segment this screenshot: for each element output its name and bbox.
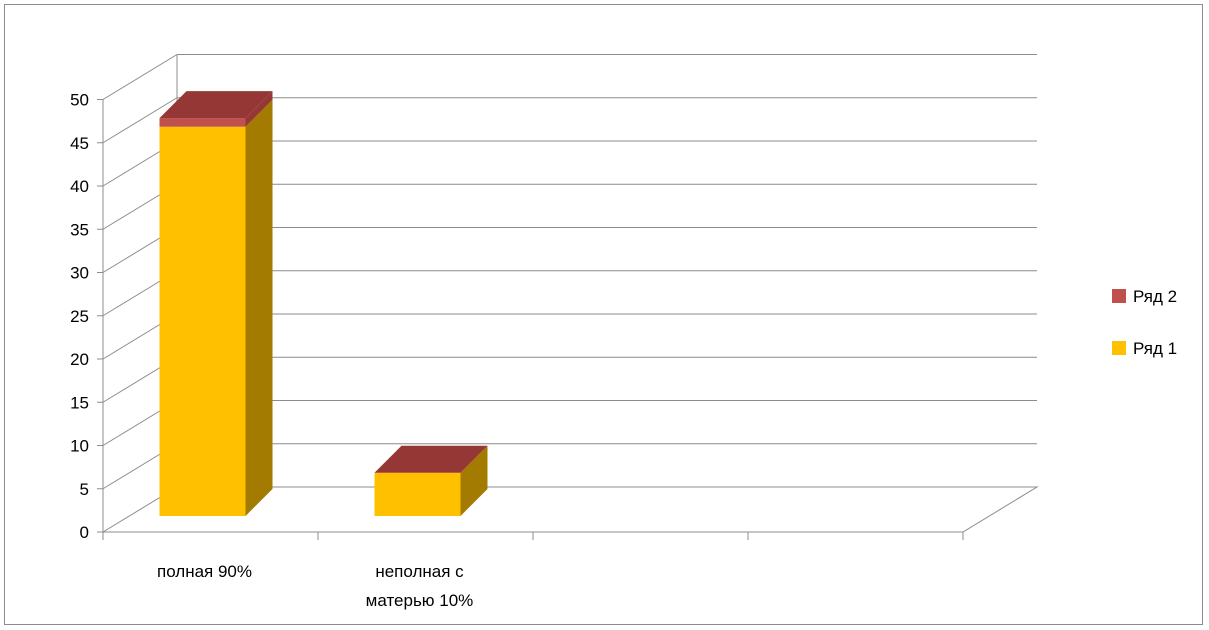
legend-swatch-1 [1112,341,1126,355]
y-tick-label-35: 35 [70,220,89,239]
y-tick-label-0: 0 [80,523,89,542]
chart-frame [4,4,1203,625]
x-category-label-0-0: полная 90% [157,562,252,581]
bar-ryad1-side-1 [460,445,488,516]
y-tick-label-5: 5 [80,480,89,499]
y-axis-ticks: 0 5 10 15 20 25 30 35 40 45 50 [70,91,103,542]
y-tick-label-45: 45 [70,134,89,153]
x-axis-labels: полная 90% неполная с матерью 10% [157,562,473,610]
y-tick-label-40: 40 [70,177,89,196]
chart-bars [159,91,488,516]
y-tick-label-50: 50 [70,91,89,110]
bar-ryad1-front-0 [159,126,246,516]
legend-label-0: Ряд 2 [1133,287,1177,306]
bar-ryad1-side-0 [245,99,273,516]
y-tick-label-20: 20 [70,350,89,369]
legend-swatch-0 [1112,289,1126,303]
x-category-label-1-1: матерью 10% [366,591,474,610]
y-tick-label-25: 25 [70,307,89,326]
y-tick-label-10: 10 [70,437,89,456]
chart-legend: Ряд 2 Ряд 1 [1112,287,1177,358]
gridline-diagonal-45 [102,97,178,144]
bar-ryad2-front-0 [159,118,246,127]
bar-ryad1-front-1 [374,472,461,516]
bar-ryad2-side-0 [245,91,273,127]
legend-label-1: Ряд 1 [1133,339,1177,358]
bar-top-0 [159,91,273,119]
y-tick-label-15: 15 [70,393,89,412]
y-tick-label-30: 30 [70,264,89,283]
bar-top-1 [374,445,488,473]
chart-gridlines [102,54,1037,533]
gridline-diagonal-50 [102,54,178,100]
x-category-label-1-0: неполная с [375,562,464,581]
